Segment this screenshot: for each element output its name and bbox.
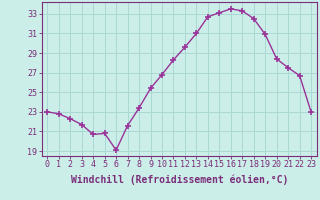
X-axis label: Windchill (Refroidissement éolien,°C): Windchill (Refroidissement éolien,°C): [70, 175, 288, 185]
